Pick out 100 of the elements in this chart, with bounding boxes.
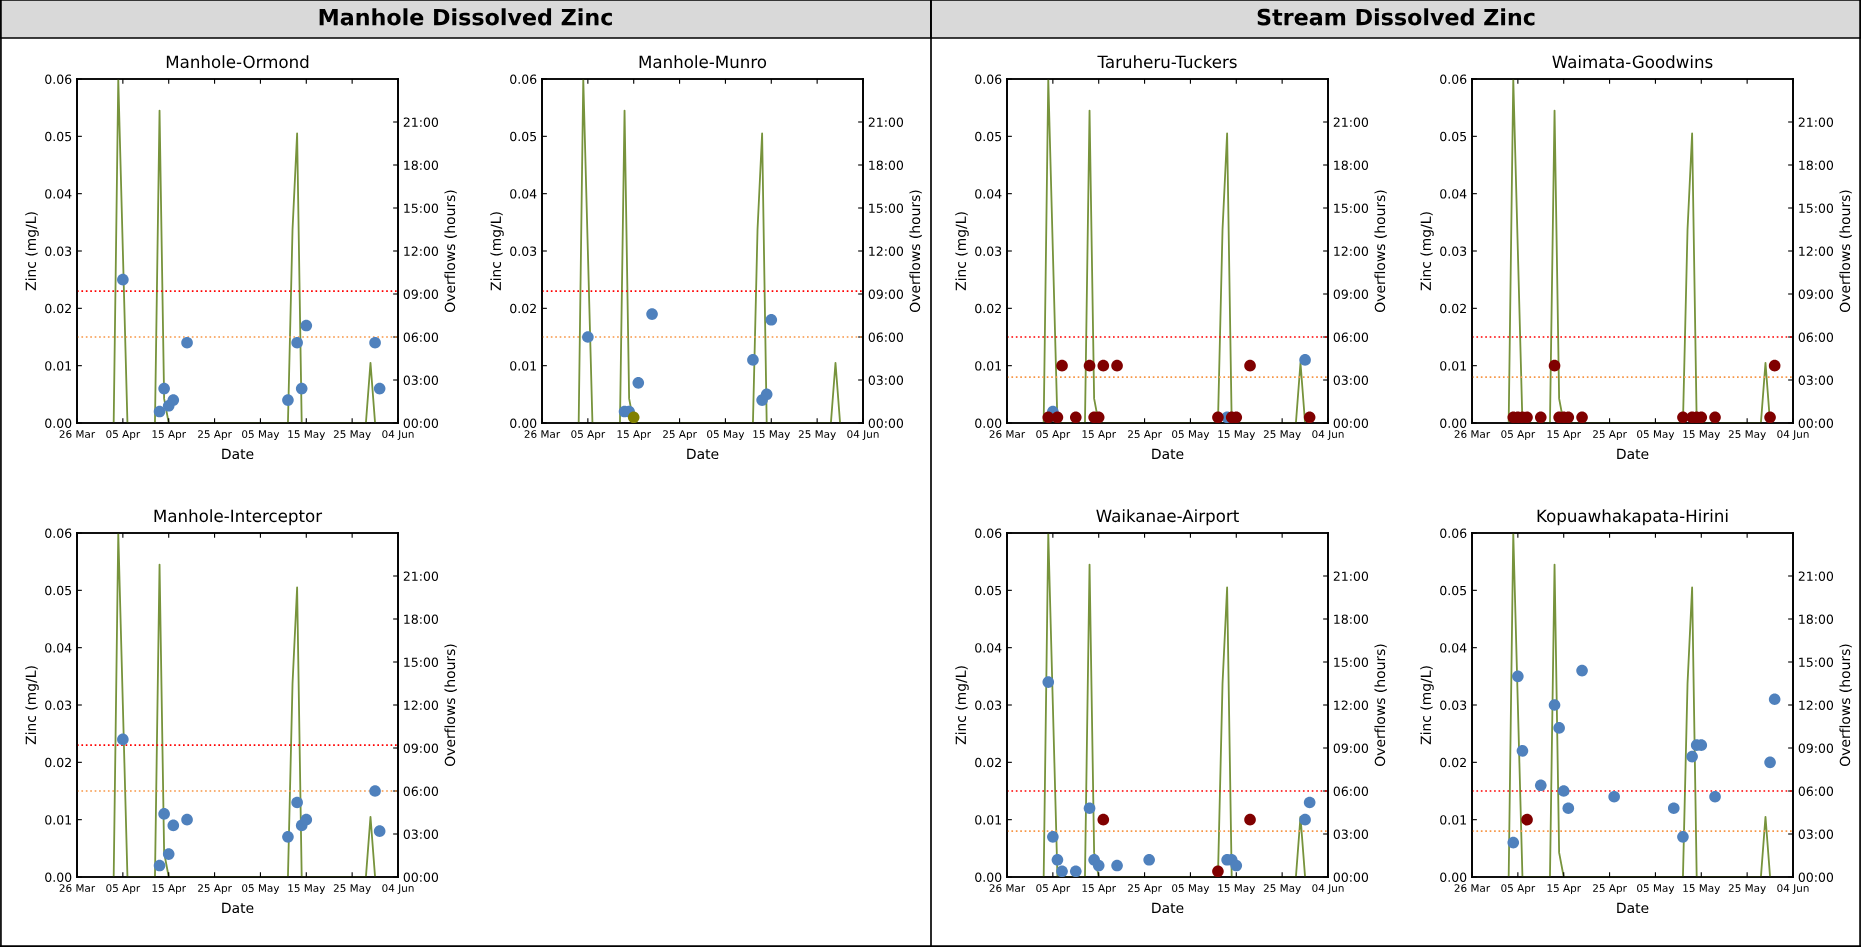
y2-tick-label: 12:00 xyxy=(404,246,439,256)
y2-tick-label: 03:00 xyxy=(1333,375,1369,385)
x-tick-label: 05 May xyxy=(707,430,745,441)
y-tick-label: 0.00 xyxy=(45,418,72,428)
x-tick-label: 05 Apr xyxy=(571,430,606,441)
y2-axis-title: Overflows (hours) xyxy=(909,190,922,312)
y2-axis-title: Overflows (hours) xyxy=(444,190,457,312)
x-tick-label: 05 Apr xyxy=(1501,430,1536,441)
x-axis-title: Date xyxy=(222,448,254,460)
y2-tick-label: 03:00 xyxy=(1798,375,1834,385)
y-tick-label: 0.05 xyxy=(45,585,72,596)
y-tick-label: 0.05 xyxy=(975,131,1002,142)
y-axis-title: Zinc (mg/L) xyxy=(955,212,969,291)
y-tick-label: 0.00 xyxy=(1440,418,1467,428)
y-tick-label: 0.03 xyxy=(975,246,1002,256)
x-axis-title: Date xyxy=(1152,902,1184,914)
x-tick-label: 26 Mar xyxy=(1454,884,1491,893)
y2-tick-label: 09:00 xyxy=(403,289,439,299)
y2-tick-label: 03:00 xyxy=(403,375,439,385)
y-tick-label: 0.02 xyxy=(975,757,1001,768)
x-tick-label: 15 May xyxy=(753,430,791,441)
y-axis-title: Zinc (mg/L) xyxy=(25,666,39,745)
y-tick-label: 0.03 xyxy=(45,700,72,710)
y-tick-label: 0.01 xyxy=(510,361,536,371)
y2-tick-label: 21:00 xyxy=(1798,117,1834,127)
y-tick-label: 0.01 xyxy=(45,361,71,371)
x-tick-label: 15 May xyxy=(288,430,326,441)
y2-tick-label: 09:00 xyxy=(1333,743,1369,753)
y2-tick-label: 21:00 xyxy=(1333,117,1369,127)
y-tick-label: 0.04 xyxy=(975,189,1002,199)
y2-tick-label: 09:00 xyxy=(1333,289,1369,299)
y-tick-label: 0.03 xyxy=(975,700,1002,710)
chart-title: Waikanae-Airport xyxy=(1096,509,1239,526)
y2-tick-label: 12:00 xyxy=(1334,700,1369,710)
x-tick-label: 15 May xyxy=(288,884,326,895)
y-tick-label: 0.01 xyxy=(45,815,71,825)
x-tick-label: 15 Apr xyxy=(1547,430,1582,441)
x-tick-label: 25 Apr xyxy=(1593,884,1627,895)
x-tick-label: 04 Jun xyxy=(1312,884,1344,894)
x-tick-label: 26 Mar xyxy=(989,430,1026,439)
y2-tick-label: 06:00 xyxy=(868,332,904,342)
y-tick-label: 0.02 xyxy=(1440,303,1466,314)
x-tick-label: 04 Jun xyxy=(382,884,414,894)
y-tick-label: 0.05 xyxy=(45,131,72,142)
y2-tick-label: 18:00 xyxy=(1334,160,1369,170)
y-tick-label: 0.03 xyxy=(45,246,72,256)
x-axis-title: Date xyxy=(1617,448,1649,460)
x-tick-label: 26 Mar xyxy=(989,884,1026,893)
y-tick-label: 0.01 xyxy=(975,815,1001,825)
y2-tick-label: 00:00 xyxy=(1333,872,1369,882)
y-tick-label: 0.00 xyxy=(45,872,72,882)
chart-title: Manhole-Munro xyxy=(639,55,767,69)
x-tick-label: 25 Apr xyxy=(1128,430,1162,441)
x-tick-label: 05 Apr xyxy=(106,430,141,441)
x-tick-label: 26 Mar xyxy=(524,430,561,439)
x-tick-label: 25 May xyxy=(1728,884,1766,895)
y-tick-label: 0.05 xyxy=(510,131,537,142)
y-axis-title: Zinc (mg/L) xyxy=(1420,666,1434,745)
y2-tick-label: 06:00 xyxy=(403,786,439,796)
y2-tick-label: 21:00 xyxy=(403,117,439,127)
y-tick-label: 0.05 xyxy=(975,585,1002,596)
chart-title: Taruheru-Tuckers xyxy=(1097,55,1237,69)
y2-tick-label: 15:00 xyxy=(1799,203,1834,213)
chart-title: Waimata-Goodwins xyxy=(1552,55,1713,69)
x-axis-title: Date xyxy=(222,902,254,914)
y2-tick-label: 03:00 xyxy=(1333,829,1369,839)
x-tick-label: 05 Apr xyxy=(1036,884,1071,895)
x-tick-label: 25 May xyxy=(333,430,371,441)
x-tick-label: 15 Apr xyxy=(1547,884,1582,895)
y2-axis-title: Overflows (hours) xyxy=(1374,644,1387,766)
x-tick-label: 05 Apr xyxy=(106,884,141,895)
y2-tick-label: 21:00 xyxy=(1798,571,1834,581)
y2-tick-label: 21:00 xyxy=(1333,571,1369,581)
y2-tick-label: 06:00 xyxy=(403,332,439,342)
y2-tick-label: 21:00 xyxy=(868,117,904,127)
x-axis-title: Date xyxy=(1617,902,1649,914)
x-tick-label: 05 May xyxy=(1637,430,1675,441)
x-tick-label: 26 Mar xyxy=(1454,430,1491,439)
x-tick-label: 05 May xyxy=(1637,884,1675,895)
y-tick-label: 0.00 xyxy=(975,418,1002,428)
x-tick-label: 25 May xyxy=(1263,430,1301,441)
y2-tick-label: 15:00 xyxy=(869,203,904,213)
x-tick-label: 26 Mar xyxy=(59,884,96,893)
y-tick-label: 0.04 xyxy=(510,189,537,199)
x-tick-label: 25 Apr xyxy=(198,430,232,441)
y-tick-label: 0.02 xyxy=(510,303,536,314)
y-tick-label: 0.05 xyxy=(1440,131,1467,142)
text: Manhole Dissolved Zinc xyxy=(319,8,612,26)
chart-title: Manhole-Ormond xyxy=(166,55,309,69)
y-tick-label: 0.06 xyxy=(510,74,537,84)
x-tick-label: 25 Apr xyxy=(198,884,232,895)
y2-tick-label: 03:00 xyxy=(1798,829,1834,839)
y2-tick-label: 12:00 xyxy=(1799,246,1834,256)
x-tick-label: 04 Jun xyxy=(1777,884,1809,894)
y-tick-label: 0.00 xyxy=(975,872,1002,882)
y2-tick-label: 15:00 xyxy=(1334,203,1369,213)
y2-tick-label: 18:00 xyxy=(404,160,439,170)
y-axis-title: Zinc (mg/L) xyxy=(1420,212,1434,291)
y-tick-label: 0.05 xyxy=(1440,585,1467,596)
y-tick-label: 0.00 xyxy=(1440,872,1467,882)
